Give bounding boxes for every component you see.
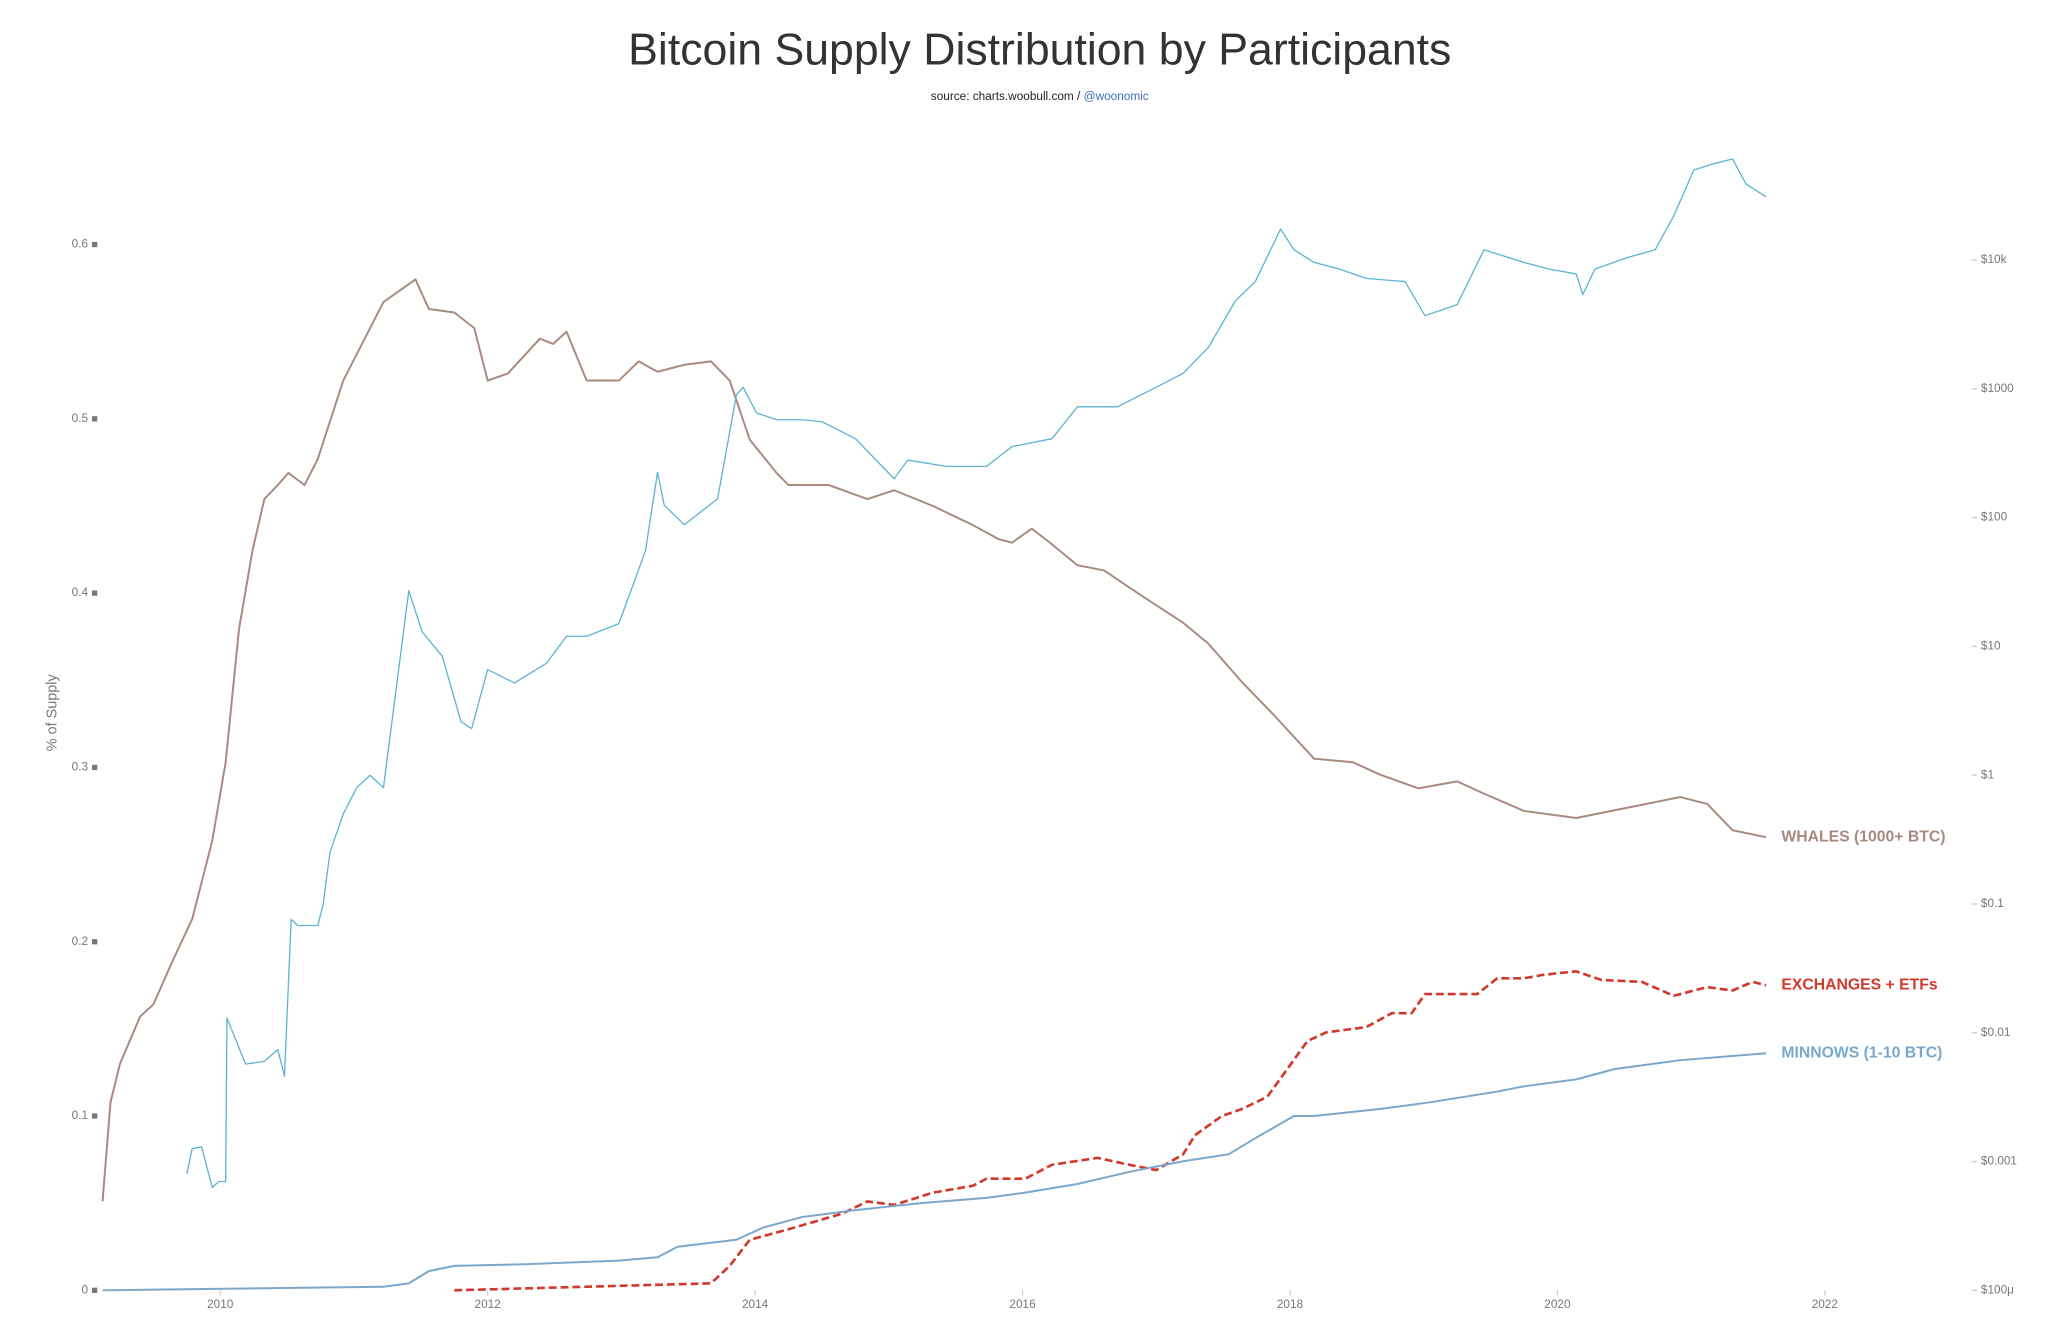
x-tick-label: 2016 [1009, 1297, 1036, 1311]
x-tick-label: 2014 [742, 1297, 769, 1311]
y-tick-label: 0.5 [72, 411, 89, 425]
y-tick-label: 0.3 [72, 760, 89, 774]
y-tick-mark [92, 416, 98, 422]
x-tick-label: 2022 [1812, 1297, 1838, 1311]
y-tick-mark [92, 1113, 98, 1119]
y-tick-mark [92, 1287, 98, 1293]
series-line [102, 1052, 1767, 1292]
y-tick-label: 0.4 [72, 585, 89, 599]
y-tick-mark [92, 939, 98, 945]
y-tick-mark [92, 590, 98, 596]
y2-tick-label: $0.1 [1981, 896, 2004, 910]
y-axis-label: % of Supply [44, 673, 60, 751]
y-tick-label: 0.6 [72, 237, 89, 251]
series-line [101, 278, 1767, 1202]
chart-title: Bitcoin Supply Distribution by Participa… [628, 25, 1451, 74]
price-line [186, 158, 1767, 1189]
series-end-label: WHALES (1000+ BTC) [1781, 828, 1945, 845]
series-end-label: EXCHANGES + ETFs [1781, 976, 1937, 993]
y-tick-mark [92, 764, 98, 771]
y2-tick-label: $10 [1981, 639, 2001, 653]
y-tick-label: 0 [82, 1282, 89, 1296]
x-tick-label: 2020 [1544, 1297, 1571, 1311]
y2-tick-label: $0.001 [1981, 1154, 2017, 1168]
y2-tick-label: $100μ [1981, 1282, 2014, 1296]
y2-tick-label: $1 [1981, 767, 1994, 781]
y-tick-mark [92, 241, 98, 248]
y2-tick-label: $1000 [1981, 381, 2014, 395]
y-tick-label: 0.1 [72, 1108, 88, 1122]
x-tick-label: 2010 [207, 1297, 234, 1311]
x-tick-label: 2018 [1277, 1297, 1304, 1311]
y-tick-label: 0.2 [72, 934, 88, 948]
x-tick-label: 2012 [475, 1297, 501, 1311]
subtitle-link: @woonomic [1084, 89, 1149, 103]
y2-tick-label: $0.01 [1981, 1025, 2011, 1039]
series-end-label: MINNOWS (1-10 BTC) [1781, 1044, 1942, 1061]
series-line [454, 970, 1767, 1292]
y2-tick-label: $10k [1981, 252, 2007, 266]
subtitle-source: source: charts.woobull.com / [931, 89, 1084, 103]
y2-tick-label: $100 [1981, 510, 2008, 524]
chart-subtitle: source: charts.woobull.com / @woonomic [931, 89, 1149, 103]
